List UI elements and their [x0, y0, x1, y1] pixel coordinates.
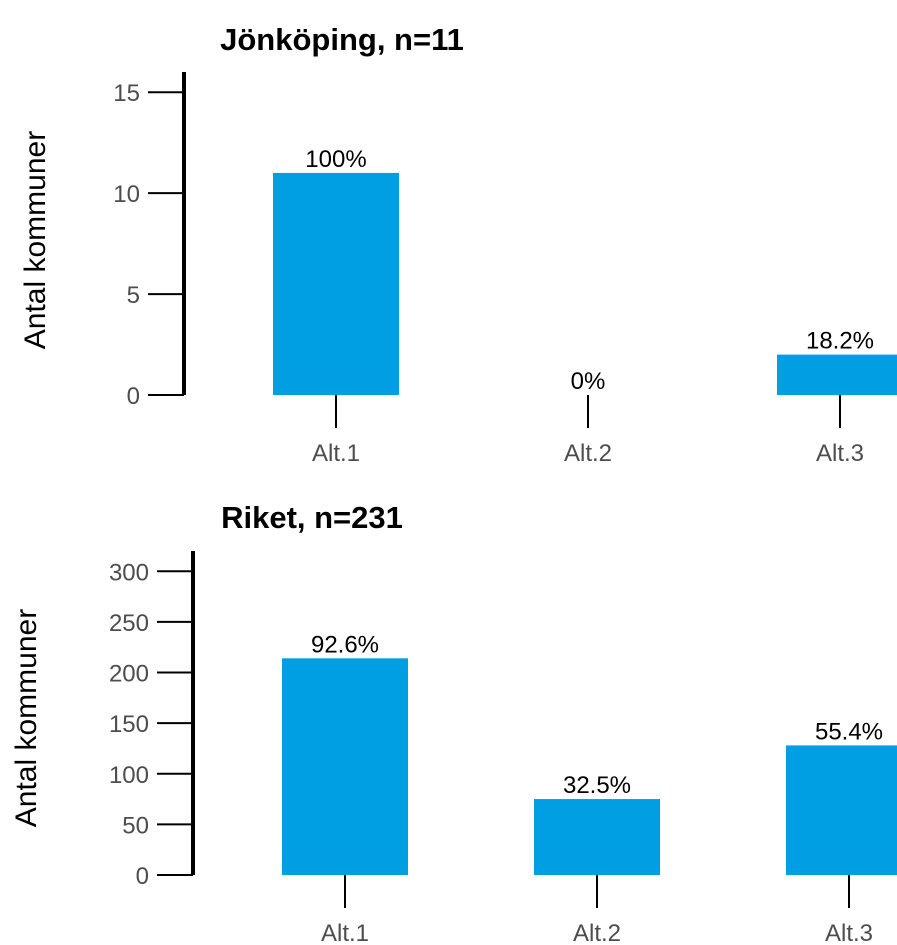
chart-panel-riket: Riket, n=231 Antal kommuner 0 50 100 150 200…: [10, 500, 897, 945]
chart-panel-jonkoping: Jönköping, n=11 Antal kommuner 0 5 10 15 100…: [19, 22, 897, 467]
bar-data-label: 0%: [571, 368, 606, 395]
y-tick-label: 0: [136, 863, 149, 890]
y-tick-label: 5: [127, 282, 140, 309]
bar: [786, 745, 897, 875]
bar: [777, 354, 897, 395]
bar-data-label: 92.6%: [311, 631, 379, 658]
bar-data-label: 100%: [305, 146, 366, 173]
x-tick-label: Alt.2: [573, 920, 621, 945]
y-tick-label: 300: [109, 559, 149, 586]
y-tick-label: 0: [127, 383, 140, 410]
bar: [282, 658, 408, 875]
x-tick-label: Alt.2: [564, 440, 612, 467]
bar: [273, 172, 399, 395]
chart-marks: 0 50 100 150 200 250 300 92.6% Alt.1 32.5% Alt.2 55…: [109, 551, 897, 945]
y-tick-label: 150: [109, 711, 149, 738]
y-tick-label: 250: [109, 610, 149, 637]
chart-title: Jönköping, n=11: [220, 22, 464, 57]
y-axis-label: Antal kommuner: [10, 609, 43, 827]
y-tick-label: 50: [122, 812, 149, 839]
y-tick-label: 100: [109, 762, 149, 789]
y-tick-label: 10: [113, 181, 140, 208]
x-tick-label: Alt.3: [825, 920, 873, 945]
bar-data-label: 32.5%: [563, 772, 631, 799]
bar: [534, 799, 660, 875]
y-tick-label: 200: [109, 661, 149, 688]
chart-marks: 0 5 10 15 100% Alt.1 0% Alt.2 18.2% Alt.3: [113, 72, 897, 467]
x-tick-label: Alt.3: [816, 440, 864, 467]
y-axis-label: Antal kommuner: [19, 131, 52, 349]
x-tick-label: Alt.1: [321, 920, 369, 945]
bar-data-label: 55.4%: [815, 718, 883, 745]
x-tick-label: Alt.1: [312, 440, 360, 467]
chart-title: Riket, n=231: [221, 500, 403, 535]
y-tick-label: 15: [113, 80, 140, 107]
bar-data-label: 18.2%: [806, 328, 874, 355]
